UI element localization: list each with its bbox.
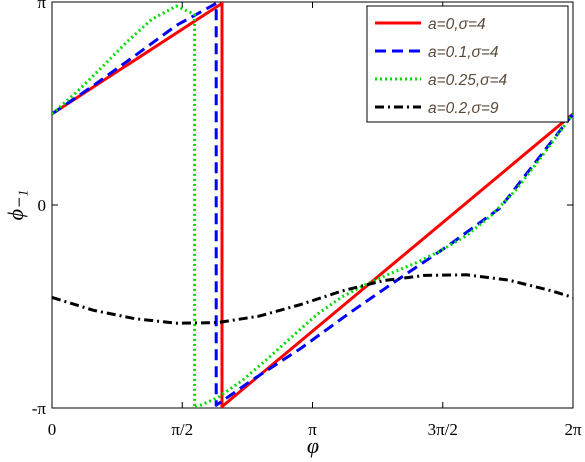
x-tick-label: 0: [48, 420, 57, 439]
y-tick-label: 0: [38, 196, 47, 215]
legend-label: a=0.1,σ=4: [428, 44, 499, 61]
x-tick-label: 3π/2: [428, 420, 458, 439]
x-tick-label: 2π: [564, 420, 582, 439]
x-tick-label: π: [308, 420, 317, 439]
legend-label: a=0.2,σ=9: [428, 100, 499, 117]
legend-label: a=0,σ=4: [428, 16, 486, 33]
series-line-1: [52, 2, 573, 408]
x-axis-label: φ: [307, 433, 319, 458]
legend-box: [366, 5, 569, 123]
axis-ticks: 0 π/2 π 3π/2 2π-π0π: [32, 0, 582, 439]
legend-label: a=0.25,σ=4: [428, 72, 508, 89]
series-line-4: [52, 273, 573, 325]
y-tick-label: -π: [32, 399, 47, 418]
x-tick-label: π/2: [171, 420, 193, 439]
y-axis-label: ϕ₋₁: [3, 190, 28, 221]
series-layer: [52, 2, 573, 408]
series-line-3: [52, 4, 573, 408]
y-tick-label: π: [37, 0, 46, 12]
legend: a=0,σ=4 a=0.1,σ=4 a=0.25,σ=4 a=0.2,σ=9: [366, 5, 569, 123]
